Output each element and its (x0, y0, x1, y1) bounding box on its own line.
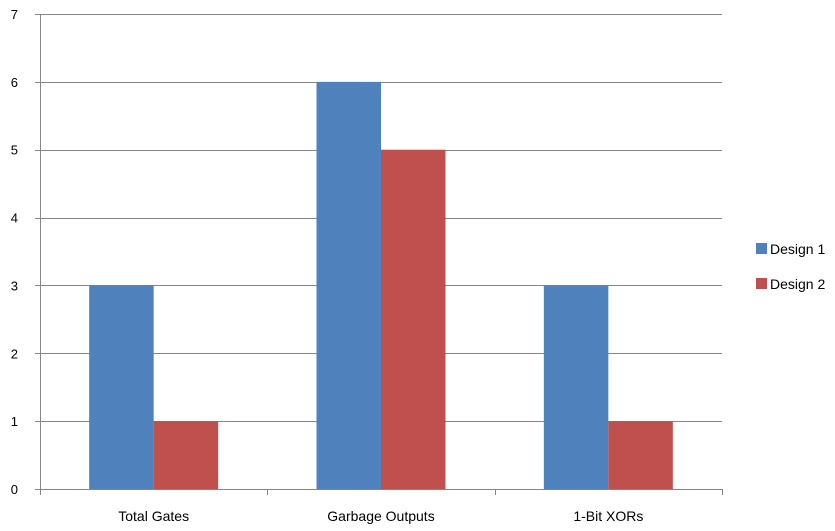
y-tick-label: 1 (11, 414, 18, 429)
bars (89, 81, 673, 489)
axis-labels: 0 1 2 3 4 5 6 7 Total Gates Garbage Outputs 1-Bit … (11, 7, 644, 524)
bar-design-2 (608, 421, 673, 489)
legend: Design 1 Design 2 (756, 241, 825, 292)
y-tick-label: 5 (11, 143, 18, 158)
legend-label: Design 2 (770, 276, 825, 292)
legend-swatch (756, 243, 767, 254)
y-tick-label: 6 (11, 75, 18, 90)
y-tick-label: 4 (11, 211, 18, 226)
y-tick-label: 7 (11, 7, 18, 22)
legend-label: Design 1 (770, 241, 825, 257)
y-tick-label: 2 (11, 346, 18, 361)
legend-swatch (756, 278, 767, 289)
bar-design-1 (316, 81, 381, 489)
x-category-label: Total Gates (118, 508, 189, 524)
x-category-label: Garbage Outputs (327, 508, 434, 524)
y-tick-label: 3 (11, 278, 18, 293)
axes (35, 14, 723, 495)
y-tick-label: 0 (11, 482, 18, 497)
bar-design-2 (381, 149, 446, 489)
bar-design-2 (153, 421, 219, 489)
x-category-label: 1-Bit XORs (573, 508, 643, 524)
bar-design-1 (89, 285, 154, 489)
bar-design-1 (543, 285, 609, 489)
